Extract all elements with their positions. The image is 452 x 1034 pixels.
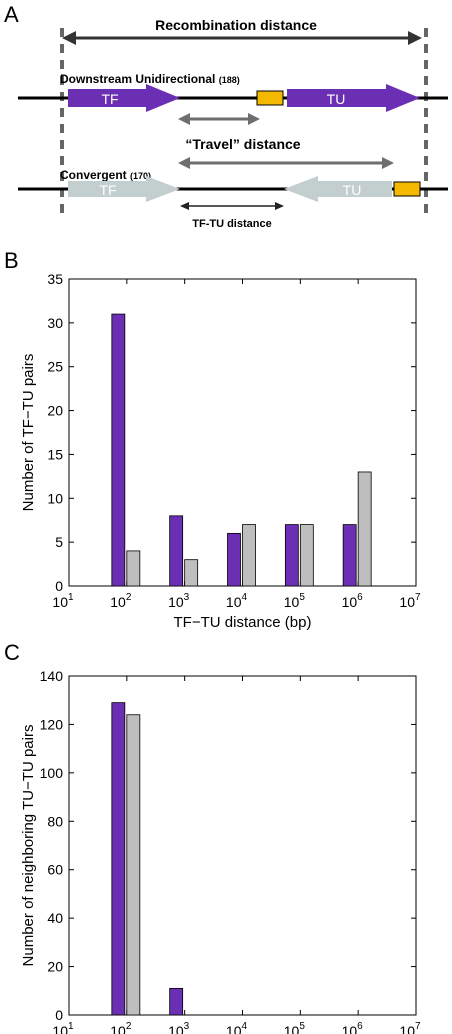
chart-c-bar-s1-10e3 [169, 987, 184, 1016]
chart-b-bar-s1-10e6 [342, 524, 357, 587]
chart-b-x-tick-label: 103 [168, 592, 190, 610]
chart-b-x-tick-label: 106 [342, 592, 364, 610]
downstream-tf-label: TF [101, 91, 118, 107]
recombination-arrowhead-right [408, 31, 422, 45]
downstream-tu-arrow [287, 84, 420, 112]
chart-c-y-tick-label: 120 [40, 716, 64, 732]
chart-c-y-tick-label: 0 [55, 1007, 63, 1023]
convergent-tu-arrow [284, 176, 392, 202]
chart-b-y-tick-label: 30 [47, 315, 63, 331]
convergent-tf-label: TF [99, 182, 116, 198]
chart-c-x-tick-label: 105 [284, 1021, 306, 1034]
tftu-label: TF-TU distance [192, 218, 271, 230]
chart-b-bar-s2-10e4 [242, 524, 256, 587]
chart-b-bar-s1-10e5 [284, 524, 299, 587]
chart-c-x-tick-label: 102 [110, 1021, 132, 1034]
downstream-tu-label: TU [327, 91, 346, 107]
chart-b-bar-s1-10e2 [111, 313, 126, 587]
chart-b-y-tick-label: 0 [55, 578, 63, 594]
convergent-label: Convergent (170) [60, 168, 151, 182]
chart-c-y-axis-label: Number of neighboring TU−TU pairs [20, 725, 37, 967]
chart-b-bar-s1-10e4 [227, 532, 241, 587]
chart-b-x-tick-label: 107 [399, 592, 421, 610]
chart-b-y-tick-label: 35 [47, 271, 63, 287]
chart-b-y-tick-label: 20 [47, 403, 63, 419]
downstream-label: Downstream Unidirectional (188) [60, 72, 240, 86]
chart-b-y-axis-label: Number of TF−TU pairs [20, 354, 37, 512]
convergent-tu-label: TU [343, 182, 362, 198]
downstream-tf-arrow [68, 84, 180, 112]
chart-b-bar-s2-10e5 [299, 524, 314, 587]
long-travel-arrowhead-left [178, 157, 190, 169]
chart-c-y-tick-label: 100 [40, 765, 64, 781]
chart-c-x-tick-label: 103 [168, 1021, 190, 1034]
chart-b-bar-s2-10e2 [126, 550, 141, 587]
chart-b-y-tick-label: 5 [55, 534, 63, 550]
chart-b-x-axis-label: TF−TU distance (bp) [174, 614, 312, 631]
chart-b-bar-s2-10e6 [357, 471, 372, 587]
chart-c-x-tick-label: 106 [342, 1021, 364, 1034]
chart-c-y-tick-label: 40 [47, 910, 63, 926]
chart-b-y-tick-label: 25 [47, 359, 63, 375]
short-travel-arrowhead-left [178, 113, 190, 125]
chart-c-y-tick-label: 80 [47, 813, 63, 829]
recombination-label: Recombination distance [155, 17, 317, 33]
panel-letter-a: A [4, 2, 19, 27]
chart-c-bar-s2-10e2 [126, 714, 141, 1016]
chart-b-x-tick-label: 105 [284, 592, 306, 610]
convergent-binding-site [393, 181, 421, 197]
tftu-arrowhead-right [275, 202, 284, 210]
chart-b-y-tick-label: 15 [47, 446, 63, 462]
tftu-arrowhead-left [180, 202, 189, 210]
chart-c-y-tick-label: 20 [47, 959, 63, 975]
travel-label: “Travel” distance [185, 136, 300, 152]
chart-c-y-tick-label: 60 [47, 862, 63, 878]
chart-c-x-tick-label: 101 [52, 1021, 74, 1034]
chart-b-x-tick-label: 104 [226, 592, 248, 610]
downstream-binding-site [256, 90, 284, 106]
gene-diagram: Recombination distance Downstream Unidir… [18, 17, 448, 230]
chart-b-bar-s2-10e3 [184, 559, 199, 587]
chart-c-bar-s1-10e2 [111, 702, 126, 1016]
recombination-arrowhead-left [62, 31, 76, 45]
chart-c-y-tick-label: 140 [40, 668, 64, 684]
chart-b-x-tick-label: 101 [52, 592, 74, 610]
chart-c-x-tick-label: 104 [226, 1021, 248, 1034]
long-travel-arrowhead-right [382, 157, 394, 169]
convergent-tf-arrow [68, 176, 180, 202]
panel-letter-c: C [4, 640, 20, 665]
panel-letter-b: B [4, 248, 19, 273]
short-travel-arrowhead-right [248, 113, 260, 125]
chart-b-x-tick-label: 102 [110, 592, 132, 610]
chart-c-x-tick-label: 107 [399, 1021, 421, 1034]
chart-b-y-tick-label: 10 [47, 490, 63, 506]
chart-b-bar-s1-10e3 [169, 515, 184, 587]
